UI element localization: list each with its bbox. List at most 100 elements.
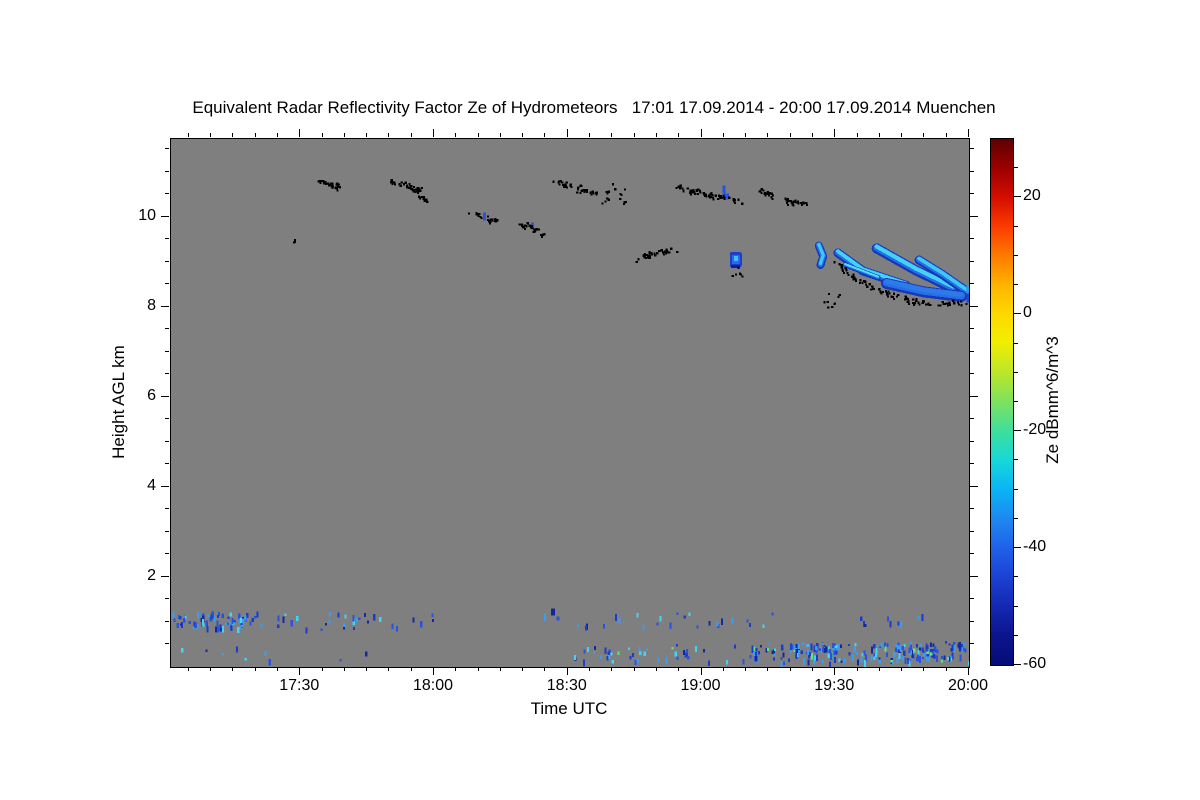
axis-tick xyxy=(165,620,169,622)
axis-tick xyxy=(366,133,368,137)
axis-tick xyxy=(970,305,978,307)
axis-tick xyxy=(254,133,256,137)
axis-tick xyxy=(878,667,880,671)
axis-tick xyxy=(633,667,635,671)
x-tick-label: 18:30 xyxy=(546,677,587,694)
axis-tick xyxy=(901,133,903,137)
axis-tick xyxy=(165,530,169,532)
axis-tick xyxy=(856,667,858,671)
axis-tick xyxy=(299,667,301,675)
axis-tick xyxy=(161,305,169,307)
plot-data-layer xyxy=(172,179,969,667)
axis-tick xyxy=(161,395,169,397)
axis-tick xyxy=(970,418,974,420)
axis-tick xyxy=(165,238,169,240)
axis-tick xyxy=(165,148,169,150)
axis-tick xyxy=(834,129,836,137)
colorbar-label: Ze dBmm^6/m^3 xyxy=(1043,336,1062,464)
axis-tick xyxy=(970,553,974,555)
axis-tick xyxy=(165,440,169,442)
axis-tick xyxy=(970,508,974,510)
axis-tick xyxy=(633,133,635,137)
axis-tick xyxy=(589,133,591,137)
axis-tick xyxy=(410,667,412,671)
axis-tick xyxy=(1013,430,1021,432)
axis-tick xyxy=(722,667,724,671)
x-tick-label: 18:00 xyxy=(412,677,454,694)
axis-tick xyxy=(1013,576,1018,578)
axis-tick xyxy=(589,667,591,671)
axis-tick xyxy=(1013,371,1018,373)
axis-tick xyxy=(343,667,345,671)
plot-area xyxy=(170,138,970,668)
axis-tick xyxy=(161,575,169,577)
x-tick-label: 19:00 xyxy=(680,677,721,694)
axis-tick xyxy=(970,463,974,465)
axis-tick xyxy=(1013,488,1018,490)
axis-tick xyxy=(165,508,169,510)
axis-tick xyxy=(970,530,974,532)
axis-tick xyxy=(811,667,813,671)
axis-tick xyxy=(923,667,925,671)
axis-tick xyxy=(165,553,169,555)
y-tick-label: 2 xyxy=(147,566,156,584)
axis-tick xyxy=(1013,225,1018,227)
axis-tick xyxy=(968,129,969,137)
x-tick-label: 17:30 xyxy=(279,677,320,694)
axis-tick xyxy=(232,667,234,671)
x-axis-label: Time UTC xyxy=(530,699,608,718)
axis-tick xyxy=(366,667,368,671)
axis-tick xyxy=(970,260,974,262)
axis-tick xyxy=(970,215,978,217)
axis-tick xyxy=(165,193,169,195)
axis-tick xyxy=(522,133,524,137)
axis-tick xyxy=(834,667,836,675)
axis-tick xyxy=(388,667,390,671)
axis-tick xyxy=(187,667,189,671)
axis-tick xyxy=(254,667,256,671)
axis-tick xyxy=(388,133,390,137)
y-tick-label: 4 xyxy=(147,476,156,494)
axis-tick xyxy=(165,643,169,645)
axis-tick xyxy=(945,667,947,671)
axis-tick xyxy=(1013,664,1021,665)
axis-tick xyxy=(343,133,345,137)
axis-tick xyxy=(970,170,974,172)
axis-tick xyxy=(165,328,169,330)
axis-tick xyxy=(970,373,974,375)
axis-tick xyxy=(499,667,501,671)
colorbar-tick-label: -60 xyxy=(1023,655,1047,672)
axis-tick xyxy=(1013,517,1018,519)
x-tick-label: 20:00 xyxy=(947,677,989,694)
axis-tick xyxy=(700,129,702,137)
axis-tick xyxy=(433,667,435,675)
axis-tick xyxy=(1013,605,1018,607)
axis-tick xyxy=(433,129,435,137)
axis-tick xyxy=(722,133,724,137)
axis-tick xyxy=(165,418,169,420)
axis-tick xyxy=(968,667,969,675)
axis-tick xyxy=(655,667,657,671)
axis-tick xyxy=(970,620,974,622)
chart-title: Equivalent Radar Reflectivity Factor Ze … xyxy=(192,98,996,117)
axis-tick xyxy=(165,463,169,465)
axis-tick xyxy=(611,667,613,671)
axis-tick xyxy=(210,667,212,671)
axis-tick xyxy=(165,350,169,352)
axis-tick xyxy=(1013,547,1021,549)
axis-tick xyxy=(1013,167,1018,169)
axis-tick xyxy=(970,598,974,600)
axis-tick xyxy=(299,129,301,137)
axis-tick xyxy=(210,133,212,137)
axis-tick xyxy=(165,373,169,375)
axis-tick xyxy=(544,133,546,137)
axis-tick xyxy=(745,667,747,671)
axis-tick xyxy=(878,133,880,137)
axis-tick xyxy=(970,238,974,240)
axis-tick xyxy=(455,667,457,671)
axis-tick xyxy=(970,440,974,442)
axis-tick xyxy=(161,215,169,217)
axis-tick xyxy=(611,133,613,137)
axis-tick xyxy=(165,170,169,172)
axis-tick xyxy=(745,133,747,137)
